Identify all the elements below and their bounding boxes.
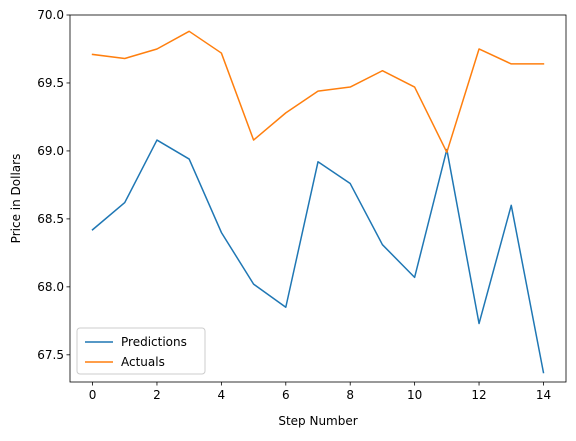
- x-tick-label: 6: [282, 388, 290, 402]
- legend-label-predictions: Predictions: [121, 335, 187, 349]
- series-line-predictions: [91, 139, 545, 374]
- y-tick-label: 68.5: [37, 212, 64, 226]
- legend: Predictions Actuals: [76, 327, 206, 375]
- axes-frame: [69, 14, 567, 383]
- series-line-actuals: [91, 30, 545, 154]
- x-axis-label: Step Number: [278, 414, 357, 428]
- axes-layer: 0 2 4 6 8 10 12 14 67.5 68.0 68.5 69.0 69.5 70.0: [37, 8, 567, 402]
- x-tick-label: 2: [153, 388, 161, 402]
- x-tick-label: 10: [407, 388, 422, 402]
- legend-label-actuals: Actuals: [121, 355, 165, 369]
- x-tick-label: 12: [471, 388, 486, 402]
- plot-area: [70, 15, 566, 382]
- y-tick-label: 68.0: [37, 280, 64, 294]
- x-tick-label: 0: [89, 388, 97, 402]
- y-tick-label: 70.0: [37, 8, 64, 22]
- series-layer: [91, 30, 545, 374]
- y-axis-label: Price in Dollars: [9, 154, 23, 244]
- y-tick-label: 67.5: [37, 348, 64, 362]
- x-tick-label: 14: [536, 388, 551, 402]
- y-tick-label: 69.0: [37, 144, 64, 158]
- plot-background: [70, 15, 566, 382]
- x-tick-label: 4: [218, 388, 226, 402]
- y-tick-label: 69.5: [37, 76, 64, 90]
- x-tick-label: 8: [346, 388, 354, 402]
